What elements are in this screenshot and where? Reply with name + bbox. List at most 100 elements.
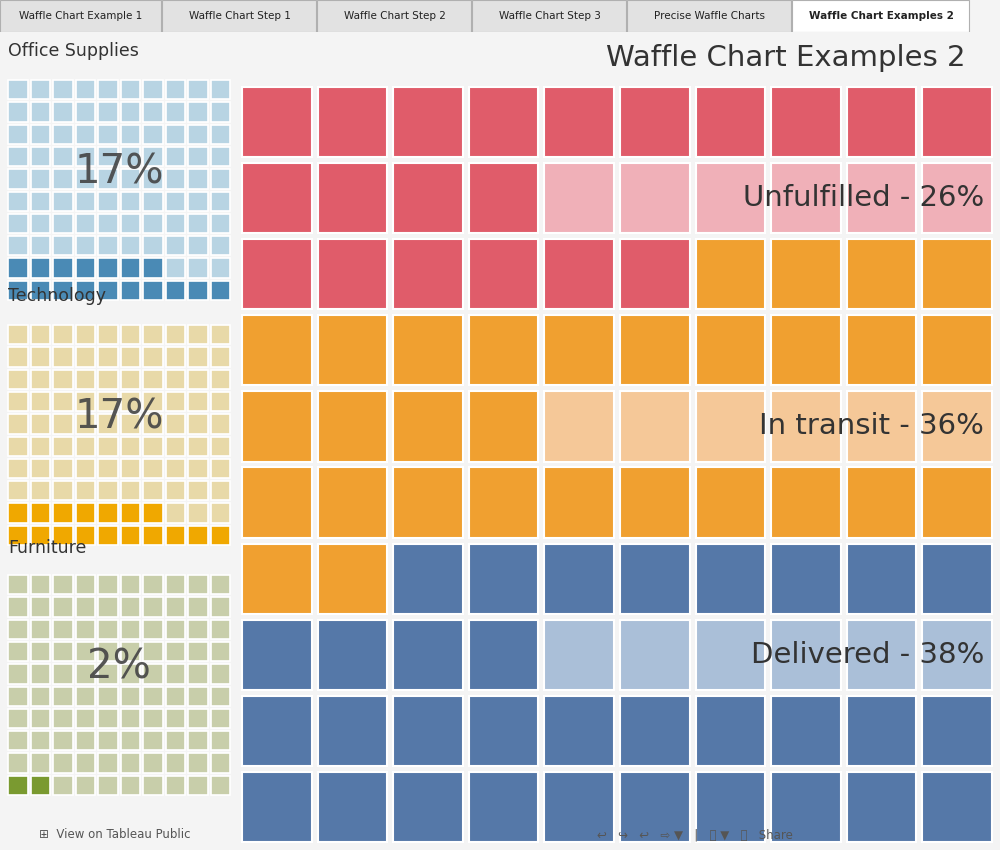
Bar xyxy=(53,459,72,478)
Bar xyxy=(143,481,162,501)
Text: 17%: 17% xyxy=(74,398,164,438)
Bar xyxy=(847,391,916,462)
Bar xyxy=(30,392,50,411)
Bar xyxy=(143,598,162,616)
Bar xyxy=(242,468,312,537)
Bar xyxy=(188,731,208,751)
Bar xyxy=(53,481,72,501)
Bar xyxy=(120,731,140,751)
Bar xyxy=(53,325,72,344)
Bar xyxy=(188,102,208,122)
Bar xyxy=(210,642,230,661)
Bar xyxy=(120,620,140,639)
Bar xyxy=(696,544,765,614)
Bar xyxy=(188,620,208,639)
Bar xyxy=(8,348,28,366)
Bar xyxy=(318,239,387,309)
Bar xyxy=(166,370,185,389)
Bar xyxy=(98,280,118,300)
Bar xyxy=(76,325,95,344)
Bar xyxy=(544,696,614,766)
Bar xyxy=(76,598,95,616)
Bar xyxy=(620,544,690,614)
Bar xyxy=(469,87,538,157)
Bar xyxy=(8,731,28,751)
Bar xyxy=(30,664,50,683)
Bar xyxy=(30,620,50,639)
Bar xyxy=(143,664,162,683)
Bar xyxy=(143,125,162,144)
Bar xyxy=(53,598,72,616)
Bar xyxy=(53,776,72,795)
Bar xyxy=(30,325,50,344)
Bar xyxy=(53,687,72,706)
Bar xyxy=(30,687,50,706)
Bar xyxy=(30,370,50,389)
Text: Technology: Technology xyxy=(8,287,106,305)
Bar xyxy=(469,391,538,462)
Bar xyxy=(98,776,118,795)
Bar xyxy=(166,709,185,728)
Bar xyxy=(76,525,95,545)
Bar xyxy=(30,776,50,795)
Bar xyxy=(393,87,463,157)
Bar xyxy=(30,709,50,728)
Bar xyxy=(469,772,538,842)
Bar xyxy=(166,214,185,233)
Bar xyxy=(120,348,140,366)
Bar xyxy=(30,169,50,189)
Bar xyxy=(120,102,140,122)
Bar xyxy=(98,102,118,122)
Bar xyxy=(771,391,841,462)
Bar xyxy=(98,753,118,773)
Bar xyxy=(620,696,690,766)
Bar xyxy=(0,0,161,32)
Bar xyxy=(922,468,992,537)
Bar xyxy=(30,459,50,478)
Bar xyxy=(393,315,463,385)
Bar xyxy=(922,163,992,233)
Bar xyxy=(792,0,969,32)
Text: Delivered - 38%: Delivered - 38% xyxy=(751,641,984,669)
Bar xyxy=(98,459,118,478)
Bar xyxy=(120,459,140,478)
Bar xyxy=(76,753,95,773)
Bar xyxy=(98,481,118,501)
Bar xyxy=(771,468,841,537)
Bar xyxy=(166,437,185,456)
Bar xyxy=(53,147,72,167)
Bar xyxy=(30,280,50,300)
Text: Waffle Chart Step 3: Waffle Chart Step 3 xyxy=(499,11,600,21)
Bar xyxy=(469,696,538,766)
Text: Waffle Chart Step 2: Waffle Chart Step 2 xyxy=(344,11,445,21)
Bar xyxy=(8,80,28,99)
Bar xyxy=(771,696,841,766)
Bar xyxy=(166,348,185,366)
Bar xyxy=(166,392,185,411)
Bar xyxy=(76,437,95,456)
Bar xyxy=(188,709,208,728)
Bar xyxy=(188,125,208,144)
Bar xyxy=(210,503,230,523)
Bar xyxy=(143,236,162,255)
Bar xyxy=(53,214,72,233)
Bar xyxy=(143,169,162,189)
Text: ↩   ↪   ↩   ⇨ ▼   |   ⧉ ▼   ⧉   Share: ↩ ↪ ↩ ⇨ ▼ | ⧉ ▼ ⧉ Share xyxy=(597,829,793,842)
Bar xyxy=(393,468,463,537)
Bar xyxy=(166,169,185,189)
Bar xyxy=(469,239,538,309)
Bar xyxy=(847,315,916,385)
Text: Precise Waffle Charts: Precise Waffle Charts xyxy=(654,11,765,21)
Bar xyxy=(98,348,118,366)
Bar xyxy=(120,753,140,773)
Bar xyxy=(120,709,140,728)
Bar xyxy=(8,459,28,478)
Bar xyxy=(242,620,312,690)
Bar xyxy=(8,598,28,616)
Bar xyxy=(120,325,140,344)
Bar xyxy=(98,80,118,99)
Bar xyxy=(143,575,162,594)
Bar xyxy=(76,169,95,189)
Bar xyxy=(8,414,28,434)
Bar xyxy=(53,525,72,545)
